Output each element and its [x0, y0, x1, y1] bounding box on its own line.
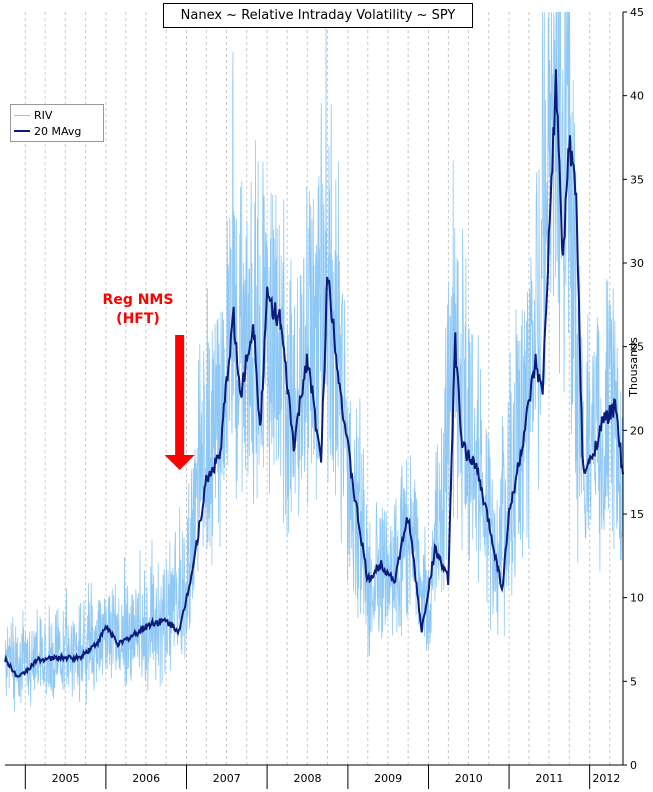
legend-label-riv: RIV [34, 108, 53, 122]
y-tick-label: 10 [630, 592, 644, 605]
riv-series-group [4, 11, 624, 712]
legend-swatch-ma [14, 130, 30, 132]
x-tick-label: 2009 [374, 772, 402, 785]
legend-swatch-riv [14, 114, 30, 116]
legend-item-riv: RIV [11, 107, 103, 123]
y-tick-label: 30 [630, 257, 644, 270]
x-tick-label: 2005 [52, 772, 80, 785]
x-tick-label: 2006 [132, 772, 160, 785]
y-tick-label: 5 [630, 675, 637, 688]
ma-series-group [4, 69, 624, 679]
x-tick-label: 2012 [592, 772, 620, 785]
y-axis-label: Thousands [627, 337, 640, 397]
x-tick-label: 2008 [293, 772, 321, 785]
arrow-head [164, 455, 195, 470]
y-tick-label: 15 [630, 508, 644, 521]
reg-nms-annotation: Reg NMS (HFT) [88, 291, 188, 329]
annotation-line-1: Reg NMS [102, 292, 174, 308]
y-tick-label: 0 [630, 759, 637, 772]
x-tick-label: 2010 [455, 772, 483, 785]
x-tick-label: 2011 [535, 772, 563, 785]
annotation-line-2: (HFT) [116, 311, 160, 327]
arrow-shaft [175, 335, 185, 455]
chart-title: Nanex ~ Relative Intraday Volatility ~ S… [163, 3, 473, 28]
legend: RIV 20 MAvg [10, 104, 104, 142]
y-tick-label: 25 [630, 341, 644, 354]
series-line-riv [4, 11, 624, 712]
y-tick-label: 20 [630, 424, 644, 437]
legend-label-ma: 20 MAvg [34, 124, 82, 138]
y-tick-label: 40 [630, 90, 644, 103]
y-tick-label: 35 [630, 173, 644, 186]
axes [5, 11, 627, 789]
x-tick-labels: 2005 2006 2007 2008 2009 2010 2011 2012 [52, 772, 621, 785]
y-tick-label: 45 [630, 6, 644, 19]
series-line-ma [4, 69, 624, 679]
annotation-arrow [164, 335, 195, 470]
y-tick-labels: 0 5 10 15 20 25 30 35 40 45 [630, 6, 644, 772]
x-tick-label: 2007 [213, 772, 241, 785]
legend-item-ma: 20 MAvg [11, 123, 103, 139]
